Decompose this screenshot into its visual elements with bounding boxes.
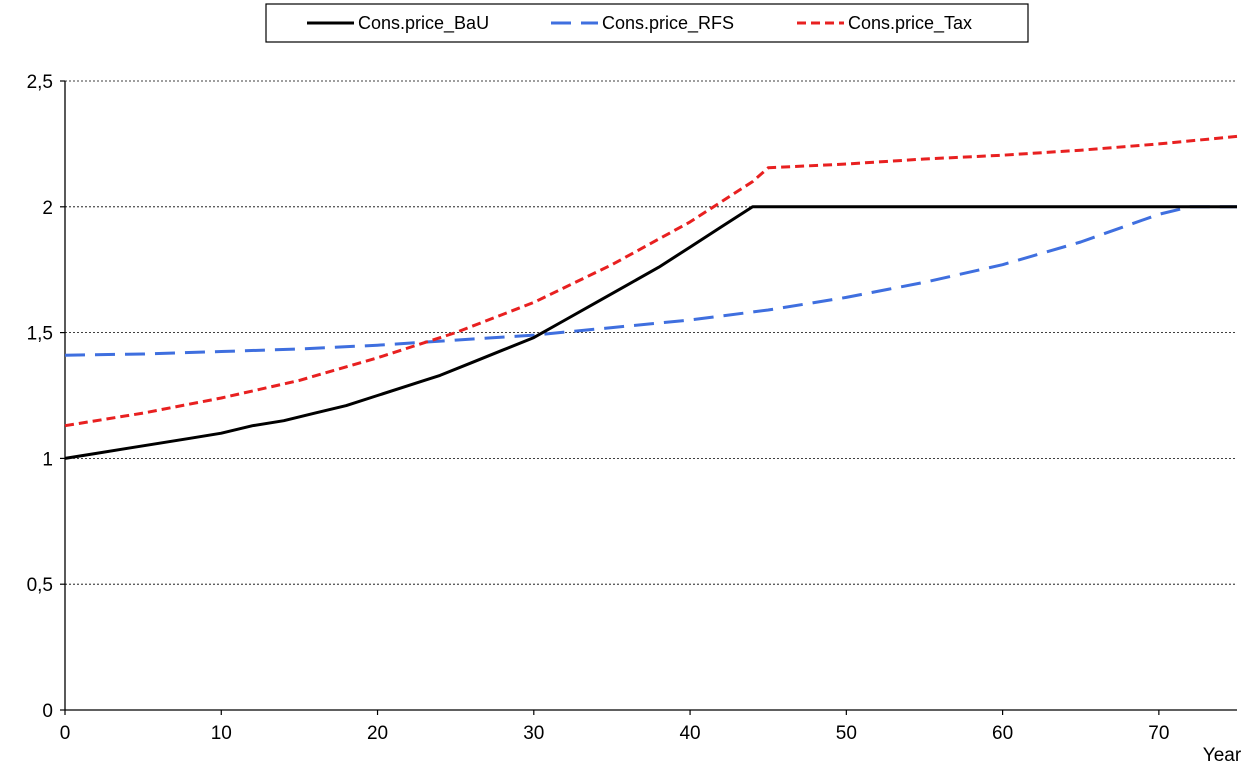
y-tick-label-3: 1,5 xyxy=(27,324,53,345)
x-tick-label-3: 30 xyxy=(523,723,544,744)
legend-label-3: Cons.price_Tax xyxy=(848,13,972,34)
x-axis-title: Year xyxy=(1203,745,1242,766)
x-tick-label-0: 0 xyxy=(60,723,71,744)
x-tick-label-6: 60 xyxy=(992,723,1013,744)
x-tick-label-4: 40 xyxy=(679,723,700,744)
axes xyxy=(60,80,1237,715)
y-tick-label-5: 2,5 xyxy=(27,72,53,93)
series-layer xyxy=(64,134,1238,460)
y-tick-label-1: 0,5 xyxy=(27,575,53,596)
gridlines xyxy=(65,80,1237,585)
x-tick-label-1: 10 xyxy=(211,723,232,744)
series-line-3 xyxy=(64,134,1238,428)
legend-box xyxy=(265,3,1029,43)
series-line-1 xyxy=(64,205,1237,460)
x-tick-label-5: 50 xyxy=(836,723,857,744)
legend-label-1: Cons.price_BaU xyxy=(358,13,489,34)
y-tick-label-4: 2 xyxy=(42,198,53,219)
tick-labels: 0 0,5 1 1,5 2 2,5 0 10 20 30 40 50 60 70 xyxy=(27,72,1170,744)
series-line-2 xyxy=(64,205,1237,357)
legend: Cons.price_BaU Cons.price_RFS Cons.price_T… xyxy=(265,3,1029,43)
y-tick-label-2: 1 xyxy=(42,449,53,470)
y-tick-label-0: 0 xyxy=(42,701,53,722)
legend-label-2: Cons.price_RFS xyxy=(602,13,734,34)
x-tick-label-7: 70 xyxy=(1148,723,1169,744)
x-tick-label-2: 20 xyxy=(367,723,388,744)
